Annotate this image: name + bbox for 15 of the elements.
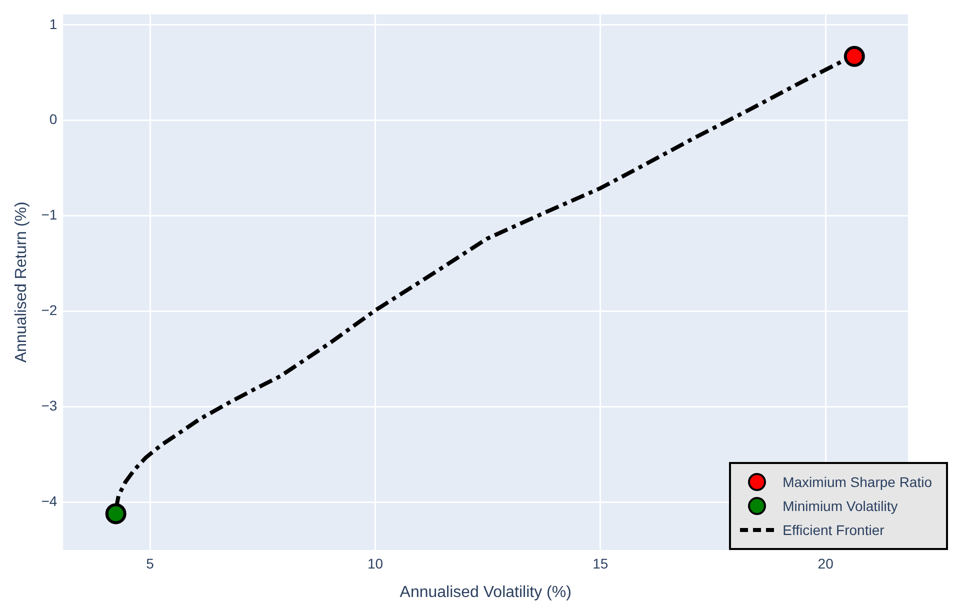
y-tick-label: 0	[49, 111, 58, 128]
y-tick-label: −1	[41, 206, 58, 223]
y-axis-title: Annualised Return (%)	[13, 202, 30, 363]
x-tick-label: 10	[367, 555, 384, 572]
x-axis-title: Annualised Volatility (%)	[400, 584, 572, 601]
x-tick-label: 15	[592, 555, 608, 572]
y-tick-label: 1	[49, 16, 58, 32]
legend-label: Minimium Volatility	[782, 498, 898, 514]
x-tick-label: 5	[146, 555, 154, 572]
y-tick-label: −3	[41, 398, 58, 414]
y-tick-label: −4	[41, 493, 58, 510]
legend-label: Efficient Frontier	[782, 522, 884, 538]
x-tick-label: 20	[818, 555, 834, 572]
legend-label: Maximium Sharpe Ratio	[782, 474, 932, 490]
y-tick-label: −2	[41, 302, 58, 318]
